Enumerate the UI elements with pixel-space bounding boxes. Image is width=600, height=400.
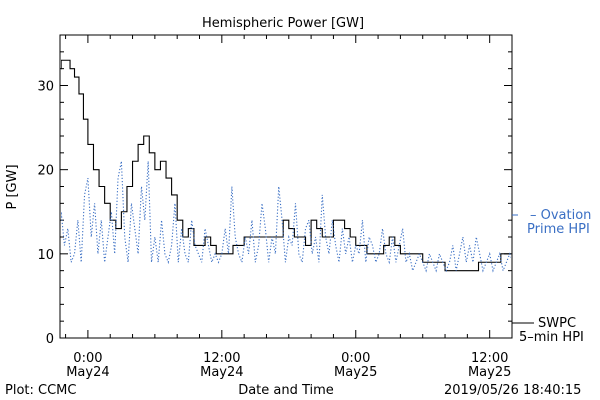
x-tick-date: May25: [334, 365, 377, 380]
swpc-series-line: [61, 59, 511, 272]
legend-swpc-line2: 5–min HPI: [519, 330, 584, 345]
x-axis-label: Date and Time: [238, 383, 334, 398]
timestamp: 2019/05/26 18:40:15: [444, 383, 581, 398]
y-tick-label: 20: [37, 164, 54, 179]
legend-swpc-line1: SWPC: [538, 316, 576, 331]
x-tick-time: 12:00: [471, 351, 508, 366]
chart-title: Hemispheric Power [GW]: [202, 16, 364, 31]
y-tick-label: 10: [37, 248, 54, 263]
ovation-series-line: [61, 161, 511, 273]
x-tick-time: 12:00: [203, 351, 240, 366]
x-tick-date: May24: [66, 365, 109, 380]
x-tick-date: May24: [200, 365, 243, 380]
x-tick-time: 0:00: [341, 351, 370, 366]
y-tick-label: 0: [46, 332, 54, 347]
legend-ovation-line1: – Ovation: [530, 208, 591, 223]
y-tick-label: 30: [37, 80, 54, 95]
y-axis-ticks: 0 10 20 30: [37, 34, 512, 347]
y-axis-label: P [GW]: [5, 164, 20, 209]
x-tick-time: 0:00: [73, 351, 102, 366]
legend-ovation-line2: Prime HPI: [527, 222, 590, 237]
x-tick-date: May25: [468, 365, 511, 380]
x-axis-ticks: 0:00May2412:00May240:00May2512:00May250:…: [65, 35, 513, 380]
plot-credit: Plot: CCMC: [5, 383, 76, 398]
series-layer: [61, 59, 511, 273]
